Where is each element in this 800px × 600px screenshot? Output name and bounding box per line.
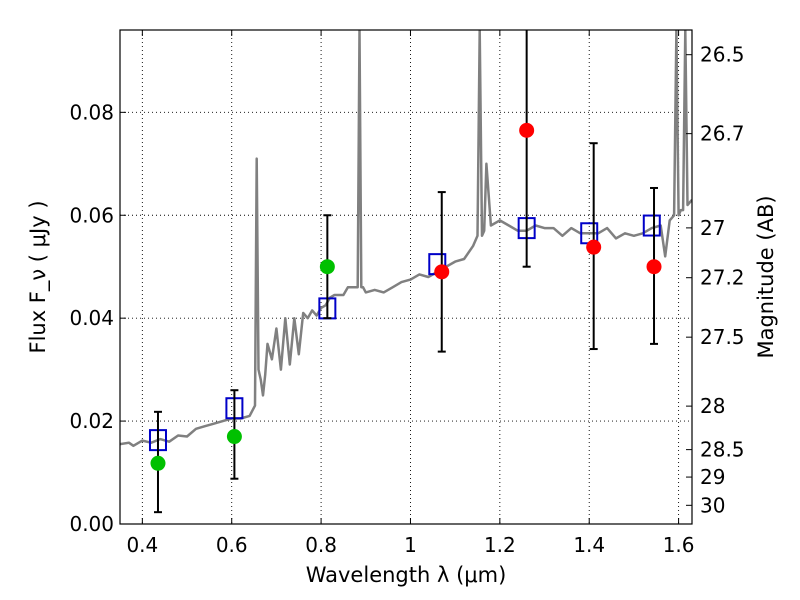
mag-tick-label: 27.2 [700, 266, 745, 290]
x-tick-label: 1.6 [663, 533, 695, 557]
model-spectrum-line [120, 30, 692, 448]
mag-tick-label: 26.7 [700, 122, 745, 146]
y-tick-label: 0.00 [69, 512, 114, 536]
x-tick-label: 1.4 [573, 533, 605, 557]
x-axis-label: Wavelength λ (μm) [306, 563, 507, 587]
y-tick-label: 0.08 [69, 100, 114, 124]
x-tick-label: 0.6 [216, 533, 248, 557]
x-tick-label: 0.8 [305, 533, 337, 557]
plot-area [120, 30, 692, 514]
observed-point [226, 429, 242, 445]
x-tick-label: 1.2 [484, 533, 516, 557]
observed-point [646, 259, 662, 275]
observed-point [150, 455, 166, 471]
observed-point [586, 239, 602, 255]
mag-tick-label: 28 [700, 394, 725, 418]
y-tick-label: 0.06 [69, 203, 114, 227]
y-tick-label: 0.02 [69, 409, 114, 433]
observed-point [434, 264, 450, 280]
plot-frame [119, 29, 693, 525]
mag-tick-label: 30 [700, 493, 725, 517]
mag-tick-label: 26.5 [700, 43, 745, 67]
model-photometry-square [642, 214, 661, 237]
mag-tick-label: 29 [700, 465, 725, 489]
mag-tick-label: 27 [700, 216, 725, 240]
mag-tick-label: 27.5 [700, 325, 745, 349]
right-y-axis-label: Magnitude (AB) [754, 195, 778, 358]
x-tick-label: 0.4 [126, 533, 158, 557]
observed-point [519, 122, 535, 138]
mag-tick-label: 28.5 [700, 438, 745, 462]
x-tick-label: 1 [404, 533, 417, 557]
grid-lines [120, 30, 692, 525]
observed-point [319, 259, 335, 275]
y-tick-label: 0.04 [69, 306, 114, 330]
y-axis-label: Flux F_ν ( μJy ) [26, 200, 51, 353]
axis-ticks: 0.4 0.6 0.8 1 1.2 1.4 1.6 0.00 0.02 0.04 0.06 0.08 2… [69, 30, 745, 557]
